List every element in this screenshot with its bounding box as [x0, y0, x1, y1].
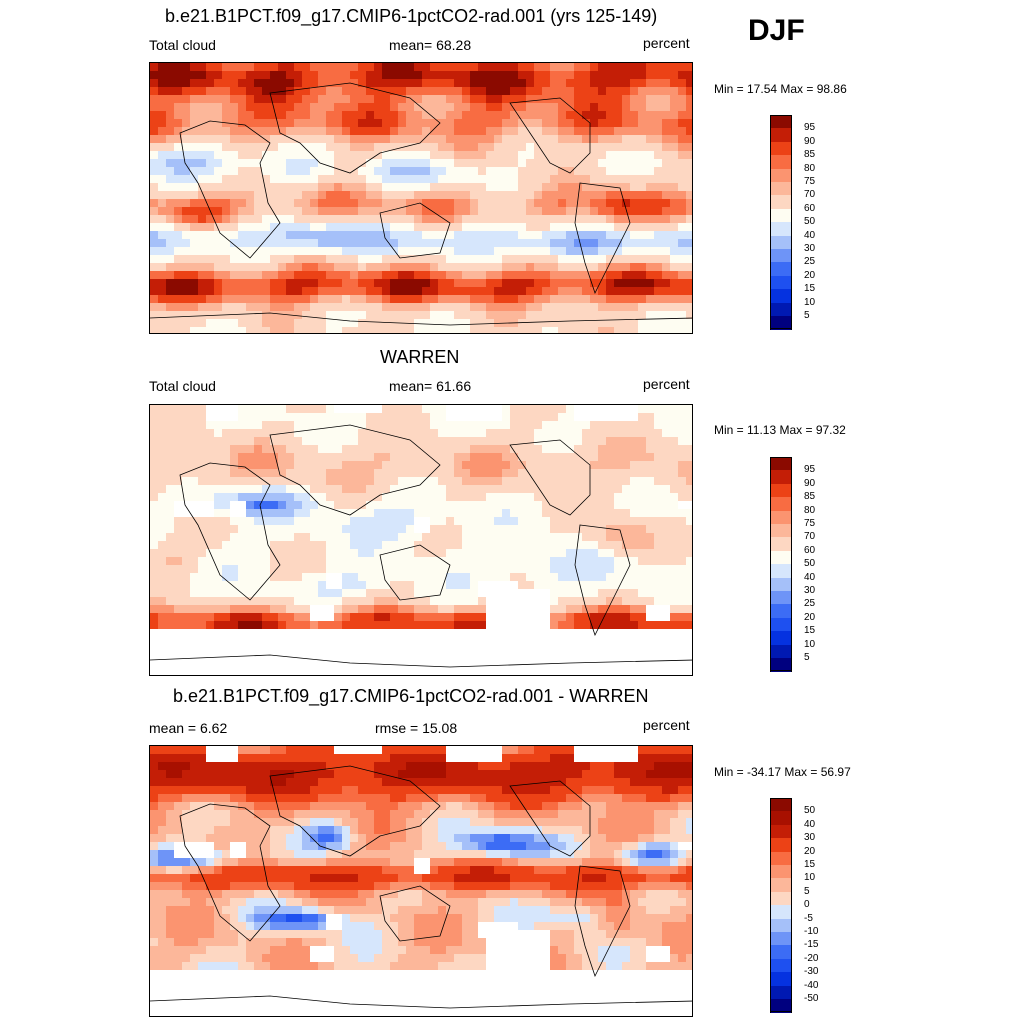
colorbar-frame [770, 798, 792, 1013]
panel-1-variable-label: Total cloud [149, 37, 216, 53]
coastline [574, 524, 631, 637]
panel-2-title: WARREN [380, 347, 460, 367]
colorbar-tick-label: 20 [804, 611, 816, 623]
colorbar-tick-label: 20 [804, 269, 816, 281]
panel-1-field [150, 63, 692, 333]
coastline [269, 424, 441, 516]
colorbar-tick-label: 30 [804, 832, 816, 844]
colorbar-tick-label: 50 [804, 558, 816, 570]
colorbar-tick-label: 20 [804, 845, 816, 857]
panel-3-map [149, 745, 693, 1017]
colorbar-tick-label: 60 [804, 202, 816, 214]
colorbar-tick-label: 90 [804, 135, 816, 147]
colorbar-tick-label: 0 [804, 899, 810, 911]
coastline [379, 885, 451, 942]
colorbar-tick-label: -5 [804, 912, 813, 924]
colorbar-tick-label: 5 [804, 885, 810, 897]
coastline [269, 765, 441, 857]
season-label: DJF [748, 14, 805, 47]
colorbar-tick-label: 15 [804, 283, 816, 295]
colorbar-tick-label: 25 [804, 598, 816, 610]
colorbar-tick-label: 70 [804, 189, 816, 201]
coastline [269, 82, 441, 174]
colorbar-tick-label: 60 [804, 544, 816, 556]
coastline [150, 654, 692, 668]
colorbar-tick-label: 30 [804, 585, 816, 596]
panel-3-units-label: percent [643, 717, 690, 733]
panel-1-units-label: percent [643, 35, 690, 51]
colorbar-tick-label: 95 [804, 122, 816, 134]
colorbar-tick-label: 90 [804, 477, 816, 489]
colorbar-tick-label: 50 [804, 805, 816, 817]
colorbar-tick-label: 40 [804, 818, 816, 830]
panel-2-mean-label: mean= 61.66 [389, 378, 472, 394]
panel-1-mean-label: mean= 68.28 [389, 37, 472, 53]
colorbar-tick-label: 75 [804, 518, 816, 529]
panel-3-mean-label: mean = 6.62 [149, 720, 228, 736]
coastline [574, 865, 631, 978]
colorbar-tick-label: 10 [804, 872, 816, 884]
colorbar-frame [770, 457, 792, 672]
colorbar-tick-label: 15 [804, 859, 816, 870]
colorbar-tick-label: 40 [804, 229, 816, 241]
coastline [179, 803, 281, 942]
panel-3-rmse-label: rmse = 15.08 [375, 720, 458, 736]
colorbar-tick-label: 80 [804, 504, 816, 516]
panel-1-minmax: Min = 17.54 Max = 98.86 [714, 82, 847, 96]
colorbar-tick-label: 5 [804, 310, 810, 321]
colorbar-tick-label: 80 [804, 162, 816, 174]
panel-1-map [149, 62, 693, 334]
coastline [509, 439, 591, 516]
colorbar-tick-label: 30 [804, 243, 816, 254]
colorbar-tick-label: 10 [804, 638, 816, 650]
panel-2-units-label: percent [643, 376, 690, 392]
coastline [509, 780, 591, 857]
colorbar-tick-label: -20 [804, 952, 819, 964]
coastline [574, 182, 631, 295]
panel-1-title: b.e21.B1PCT.f09_g17.CMIP6-1pctCO2-rad.00… [165, 6, 658, 26]
coastline [179, 120, 281, 259]
panel-2-variable-label: Total cloud [149, 378, 216, 394]
panel-2-map [149, 404, 693, 676]
coastline [179, 462, 281, 601]
colorbar-tick-label: -15 [804, 939, 819, 951]
colorbar-tick-label: -40 [804, 979, 819, 991]
panel-3-title: b.e21.B1PCT.f09_g17.CMIP6-1pctCO2-rad.00… [173, 686, 649, 706]
coastline [150, 995, 692, 1009]
coastline [379, 202, 451, 259]
coastline [509, 97, 591, 174]
colorbar-tick-label: 70 [804, 531, 816, 543]
colorbar-tick-label: 25 [804, 256, 816, 268]
panel-2-field [150, 405, 692, 675]
panel-3-field [150, 746, 692, 1016]
colorbar-tick-label: 15 [804, 625, 816, 637]
colorbar-tick-label: 75 [804, 176, 816, 187]
colorbar-tick-label: 85 [804, 149, 816, 161]
colorbar-tick-label: -30 [804, 966, 819, 978]
colorbar-tick-label: 50 [804, 216, 816, 228]
colorbar-tick-label: -50 [804, 993, 819, 1004]
panel-3-minmax: Min = -34.17 Max = 56.97 [714, 765, 851, 779]
colorbar-tick-label: 95 [804, 464, 816, 476]
colorbar-tick-label: 5 [804, 652, 810, 663]
coastline [379, 544, 451, 601]
colorbar-tick-label: 85 [804, 491, 816, 503]
panel-2-minmax: Min = 11.13 Max = 97.32 [714, 423, 846, 437]
colorbar-tick-label: -10 [804, 926, 819, 937]
colorbar-tick-label: 40 [804, 571, 816, 583]
coastline [150, 312, 692, 326]
colorbar-tick-label: 10 [804, 296, 816, 308]
colorbar-frame [770, 115, 792, 330]
